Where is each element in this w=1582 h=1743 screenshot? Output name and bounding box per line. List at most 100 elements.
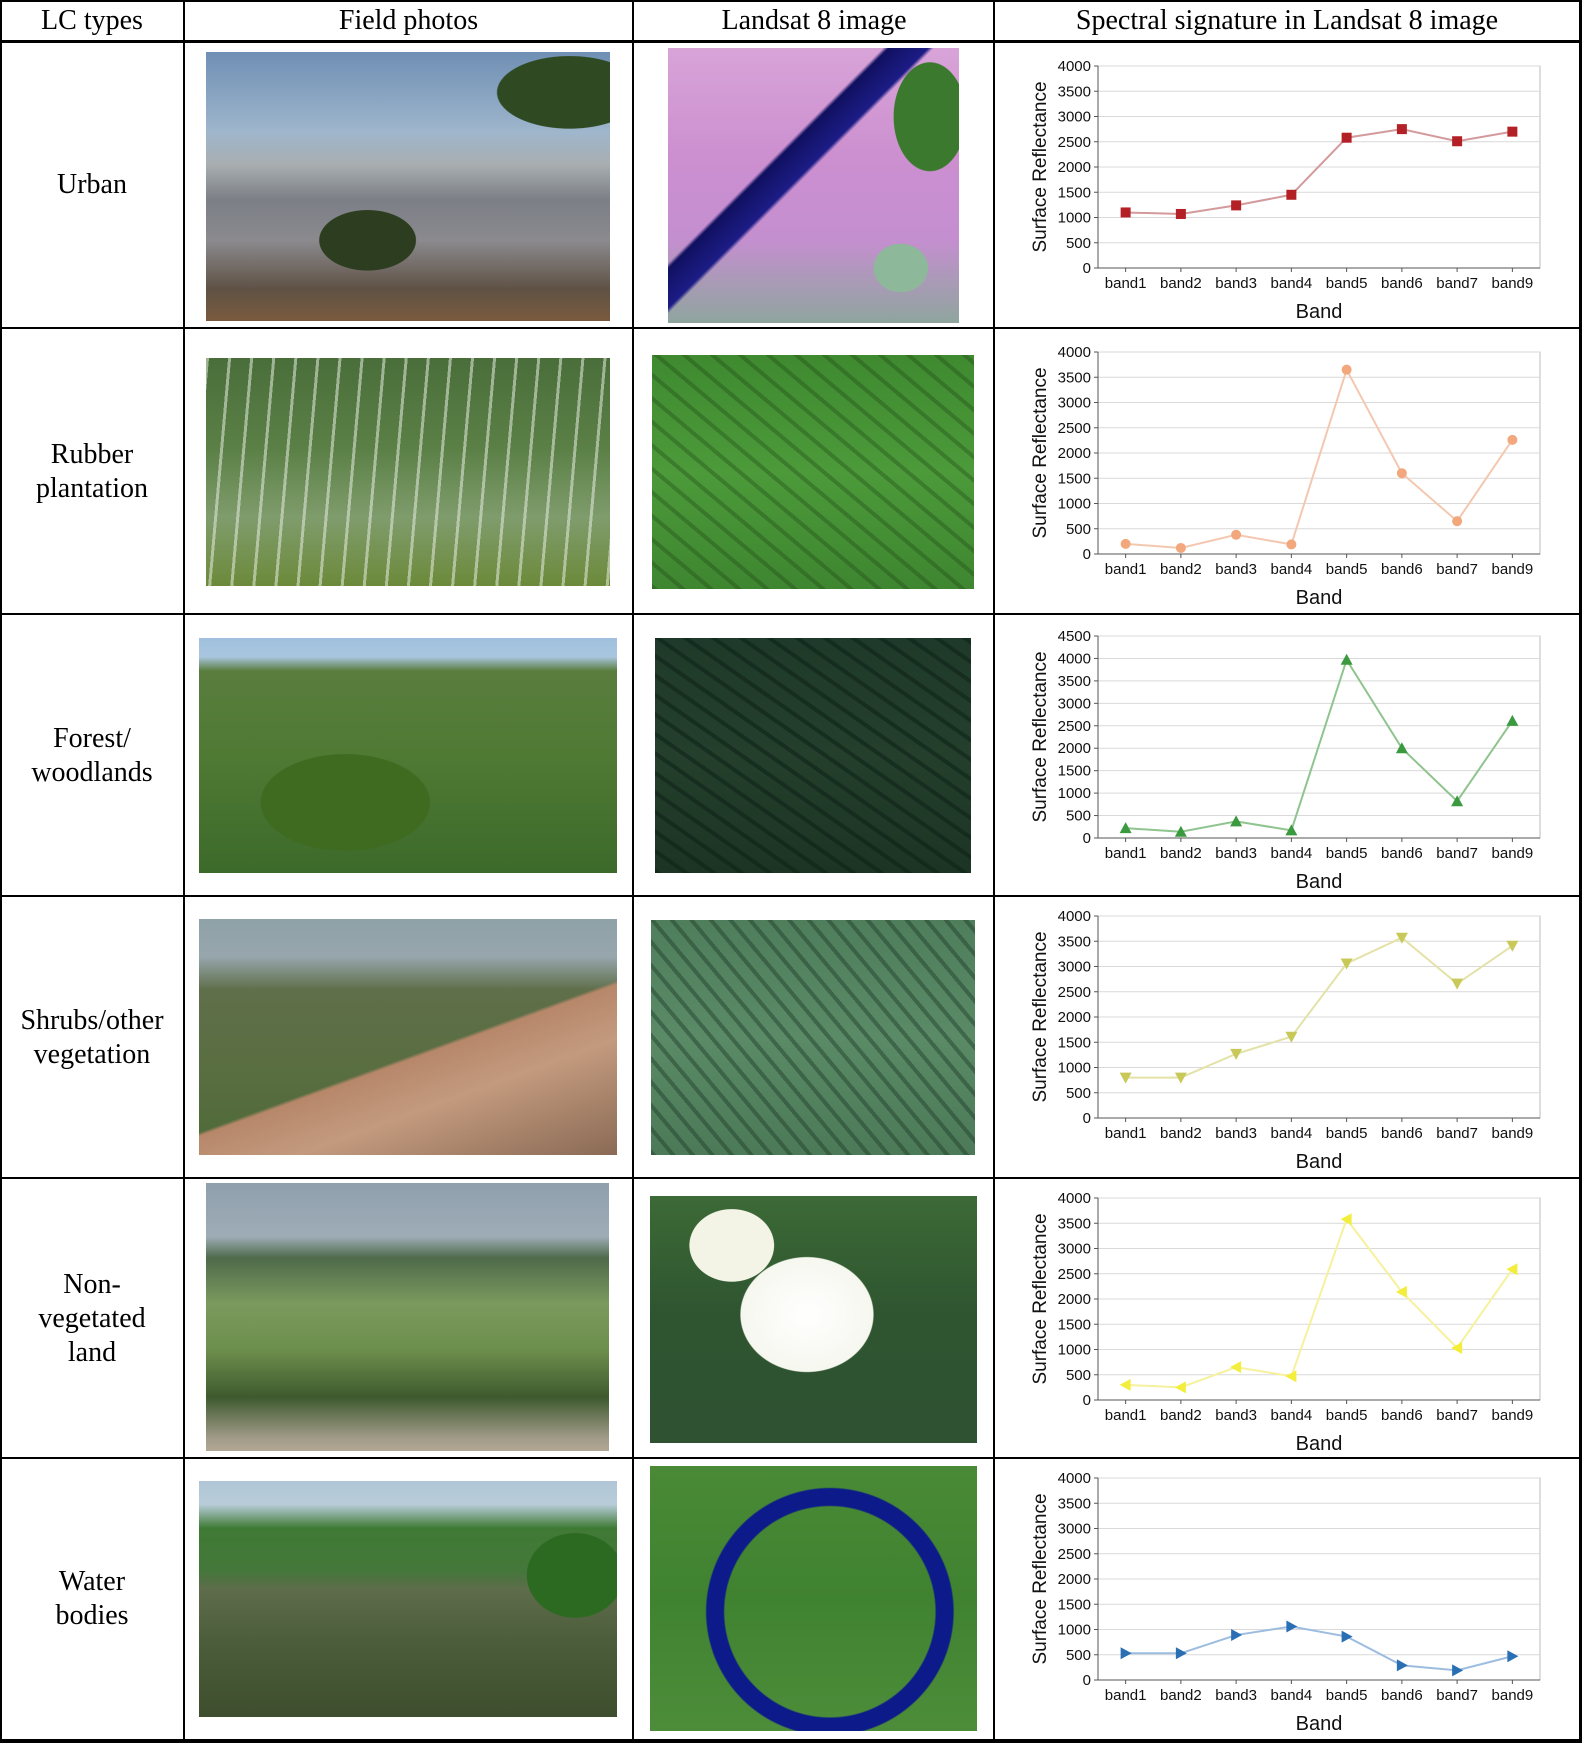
x-tick-label: band5 [1326, 275, 1368, 292]
row-divider [0, 1177, 1582, 1179]
y-axis-label: Surface Reflectance [1030, 81, 1051, 252]
x-tick-label: band3 [1215, 845, 1257, 862]
data-point [1507, 434, 1518, 445]
data-point [1231, 1629, 1243, 1642]
data-point [1231, 200, 1242, 211]
x-tick-label: band1 [1105, 1125, 1147, 1142]
data-point [1285, 824, 1298, 836]
spectral-chart: 0 500 1000 1500 2000 2500 3000 3500 4000 band1 ban… [1020, 56, 1570, 326]
x-tick-label: band7 [1436, 1687, 1478, 1704]
y-tick-label: 1000 [1058, 1342, 1091, 1359]
x-tick-label: band3 [1215, 275, 1257, 292]
data-point [1175, 208, 1186, 219]
x-tick-label: band1 [1105, 561, 1147, 578]
data-point [1120, 538, 1131, 549]
x-tick-label: band3 [1215, 1407, 1257, 1424]
x-tick-label: band6 [1381, 1687, 1423, 1704]
x-axis-label: Band [1296, 301, 1343, 323]
data-point [1175, 542, 1186, 553]
lc-type-label: Non- vegetated land [38, 1268, 146, 1368]
row-divider [0, 1457, 1582, 1459]
data-point [1119, 822, 1132, 834]
y-tick-label: 500 [1066, 1085, 1091, 1102]
data-point [1506, 714, 1519, 726]
y-tick-label: 1500 [1058, 763, 1091, 780]
data-point [1286, 539, 1297, 550]
y-axis-label: Surface Reflectance [1030, 367, 1051, 538]
series-line [1125, 657, 1514, 833]
data-point [1285, 1370, 1297, 1383]
x-tick-label: band7 [1436, 845, 1478, 862]
lc-type-label: Shrubs/other vegetation [20, 1004, 164, 1070]
y-tick-label: 2000 [1058, 1291, 1091, 1308]
data-point [1395, 932, 1408, 944]
x-tick-label: band4 [1271, 1407, 1313, 1424]
x-tick-label: band2 [1160, 1407, 1202, 1424]
field-photo-water [199, 1481, 617, 1717]
y-tick-label: 2000 [1058, 445, 1091, 462]
table-border-left [0, 0, 2, 1743]
data-point [1451, 978, 1464, 990]
y-tick-label: 4000 [1058, 58, 1091, 75]
x-tick-label: band2 [1160, 1125, 1202, 1142]
data-point [1231, 529, 1242, 540]
y-tick-label: 3500 [1058, 83, 1091, 100]
plot-area [1097, 635, 1541, 839]
y-axis-label: Surface Reflectance [1030, 1493, 1051, 1664]
landsat-nonveg [650, 1196, 977, 1443]
data-point [1395, 742, 1408, 754]
y-tick-label: 2500 [1058, 134, 1091, 151]
table-border-right [1579, 0, 1582, 1743]
x-tick-label: band5 [1326, 845, 1368, 862]
header-lc-types: LC types [41, 5, 143, 36]
lc-type-label: Urban [57, 168, 127, 200]
y-tick-label: 1000 [1058, 210, 1091, 227]
y-tick-label: 4000 [1058, 1190, 1091, 1207]
spectral-chart: 0 500 1000 1500 2000 2500 3000 3500 4000 band1 ban… [1020, 1468, 1570, 1738]
data-point [1341, 132, 1352, 143]
data-point [1120, 1647, 1132, 1660]
data-point [1341, 1630, 1353, 1643]
spectral-chart-svg: 0 500 1000 1500 2000 2500 3000 3500 4000 band1 ban… [1030, 58, 1541, 323]
data-point [1175, 1647, 1187, 1660]
x-tick-label: band6 [1381, 561, 1423, 578]
spectral-chart-svg: 0 500 1000 1500 2000 2500 3000 3500 4000 band1 ban… [1030, 908, 1541, 1173]
lc-type-label: Water bodies [55, 1566, 129, 1631]
column-divider [183, 0, 185, 1743]
x-tick-label: band6 [1381, 1407, 1423, 1424]
x-tick-label: band5 [1326, 1687, 1368, 1704]
y-tick-label: 500 [1066, 1367, 1091, 1384]
x-tick-label: band2 [1160, 845, 1202, 862]
x-tick-label: band1 [1105, 275, 1147, 292]
x-tick-label: band4 [1271, 845, 1313, 862]
y-tick-label: 0 [1083, 546, 1091, 563]
data-point [1506, 1263, 1518, 1276]
y-tick-label: 4000 [1058, 344, 1091, 361]
field-photo-nonveg [206, 1183, 609, 1451]
y-tick-label: 0 [1083, 260, 1091, 277]
y-tick-label: 4500 [1058, 628, 1091, 645]
x-tick-label: band1 [1105, 1407, 1147, 1424]
y-tick-label: 1000 [1058, 496, 1091, 513]
spectral-chart-svg: 0 500 1000 1500 2000 2500 3000 3500 4000 4500 band… [1030, 628, 1541, 893]
y-axis-label: Surface Reflectance [1030, 1213, 1051, 1384]
y-tick-label: 0 [1083, 830, 1091, 847]
landsat-water [650, 1466, 977, 1731]
x-tick-label: band7 [1436, 1407, 1478, 1424]
y-tick-label: 2500 [1058, 718, 1091, 735]
y-tick-label: 4000 [1058, 1470, 1091, 1487]
table-border-bottom [0, 1739, 1582, 1743]
data-point [1506, 940, 1519, 952]
y-axis-label: Surface Reflectance [1030, 931, 1051, 1102]
y-tick-label: 0 [1083, 1110, 1091, 1127]
x-axis-label: Band [1296, 1151, 1343, 1173]
x-axis-label: Band [1296, 871, 1343, 893]
data-point [1174, 1072, 1187, 1084]
y-tick-label: 2500 [1058, 1266, 1091, 1283]
y-tick-label: 500 [1066, 1647, 1091, 1664]
y-tick-label: 2500 [1058, 420, 1091, 437]
y-tick-label: 2000 [1058, 1009, 1091, 1026]
y-tick-label: 1500 [1058, 184, 1091, 201]
x-tick-label: band2 [1160, 1687, 1202, 1704]
y-tick-label: 3500 [1058, 1215, 1091, 1232]
